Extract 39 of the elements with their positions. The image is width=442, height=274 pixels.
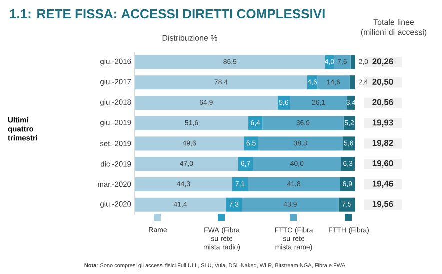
bar [262,116,344,130]
bar [340,177,356,192]
bar [248,177,340,192]
text: 19,93 [372,120,394,127]
bar [226,198,242,212]
bar [135,177,232,192]
bar [258,136,343,151]
chart-subtitle: Distribuzione % [162,35,218,41]
text: 19,82 [372,140,394,148]
text: 20,56 [372,99,394,107]
bar [350,76,355,90]
bar [135,198,226,212]
chart-title: 1.1: RETE FISSA: ACCESSI DIRETTI COMPLESSIVI [10,9,325,19]
bar [318,76,350,90]
text: 20,26 [372,58,394,66]
bar [135,55,326,70]
bar [341,157,355,172]
bar [253,157,342,172]
bar [307,76,318,90]
bar [135,116,249,130]
text: Totale linee (milioni di accessi) [361,19,427,37]
bar [244,136,258,151]
bar [135,157,238,172]
text: 20,50 [372,78,394,86]
bar [135,76,308,90]
bar [290,96,348,110]
text: 19,56 [372,201,394,208]
text: 19,46 [372,180,394,188]
bar [238,157,254,172]
bar [248,116,263,130]
bar [135,136,244,151]
text: 19,60 [372,160,394,168]
bar [135,96,278,110]
bar [350,55,356,70]
bar [232,177,248,192]
bar [334,55,351,70]
bar [342,136,355,151]
bar [338,198,356,212]
bar [242,198,339,212]
